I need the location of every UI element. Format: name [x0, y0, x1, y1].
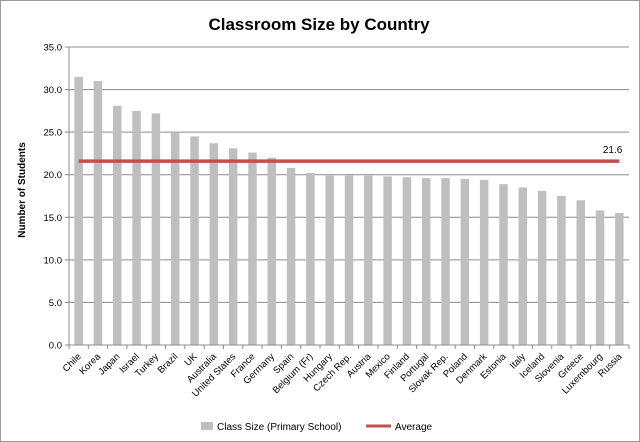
bar [306, 173, 315, 345]
legend-label-class-size: Class Size (Primary School) [217, 422, 341, 433]
bar [113, 105, 122, 346]
bar [74, 76, 83, 346]
bar [267, 157, 277, 345]
bar [248, 152, 257, 345]
bar [479, 179, 489, 345]
bar [518, 187, 528, 345]
y-tick-label: 25.0 [44, 128, 63, 139]
legend: Class Size (Primary School) Average [201, 422, 433, 433]
legend-label-average: Average [395, 422, 433, 433]
bar [228, 148, 238, 345]
y-tick-label: 20.0 [44, 170, 63, 181]
bar [460, 178, 470, 345]
bar [190, 136, 199, 345]
y-tick-label: 15.0 [44, 213, 63, 224]
bar [595, 210, 605, 345]
bar [615, 213, 624, 345]
bar [421, 178, 431, 345]
bar [151, 113, 161, 345]
bar [576, 200, 585, 345]
legend-swatch-class-size [201, 422, 213, 430]
average-line-group: 21.6 [78, 145, 623, 163]
bar [383, 176, 392, 345]
y-tick-label: 5.0 [49, 298, 62, 309]
bar [441, 178, 450, 345]
average-data-label: 21.6 [603, 145, 623, 156]
bar [557, 196, 566, 345]
x-tick-label: Brazil [156, 351, 181, 376]
y-axis-title: Number of Students [17, 142, 28, 238]
y-axis-ticks: 0.0 5.0 10.0 15.0 20.0 25.0 30.0 35.0 [44, 43, 69, 352]
bar [93, 81, 103, 346]
bar [402, 177, 412, 345]
bar [364, 175, 373, 345]
y-tick-label: 30.0 [44, 85, 63, 96]
bar [344, 175, 354, 345]
bar [209, 143, 219, 345]
x-tick-label: Japan [96, 351, 122, 377]
bars [74, 76, 624, 346]
chart-title: Classroom Size by Country [208, 15, 430, 34]
axes [68, 47, 629, 346]
y-tick-label: 35.0 [44, 43, 63, 54]
bar [132, 110, 141, 345]
bar [286, 167, 296, 345]
y-tick-label: 0.0 [49, 341, 62, 352]
bar [170, 132, 180, 345]
bar [537, 190, 547, 345]
bar [325, 175, 334, 345]
y-tick-label: 10.0 [44, 255, 63, 266]
bar [499, 184, 508, 345]
